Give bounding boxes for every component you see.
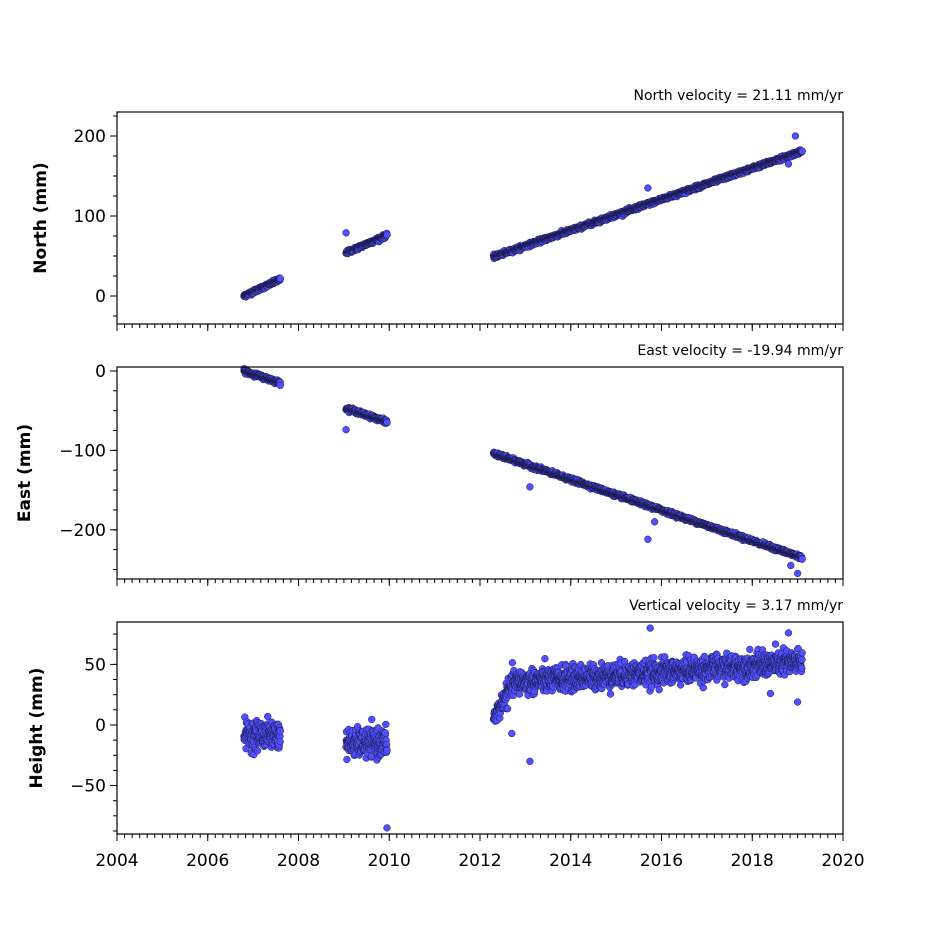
east-ytick-label: −100 <box>59 441 106 461</box>
north-point <box>791 132 800 140</box>
east-point <box>526 483 534 491</box>
height-point <box>368 715 376 724</box>
east-point <box>793 569 802 578</box>
east-point <box>787 561 795 570</box>
height-point <box>264 712 272 721</box>
height-point <box>381 729 390 737</box>
height-point <box>503 705 512 713</box>
height-point <box>276 727 284 735</box>
north-title: North velocity = 21.11 mm/yr <box>633 88 843 104</box>
height-point <box>276 738 284 746</box>
height-point <box>343 755 351 764</box>
north-ytick-label: 0 <box>95 287 106 307</box>
panel-north: North velocity = 21.11 mm/yr 0 100 200 Nor… <box>31 88 844 331</box>
east-ytick-label: 0 <box>95 362 106 382</box>
east-title: East velocity = -19.94 mm/yr <box>637 343 843 359</box>
east-ytick-label: −200 <box>59 521 106 541</box>
east-point <box>342 426 350 434</box>
height-point <box>508 659 517 667</box>
north-ytick-label: 200 <box>74 127 106 147</box>
north-points <box>240 132 806 301</box>
panel-east: East velocity = -19.94 mm/yr 0 −100 −200 E… <box>15 343 844 586</box>
east-point <box>383 418 391 426</box>
east-point <box>644 535 652 543</box>
north-point <box>383 231 391 239</box>
north-ticks: 0 100 200 <box>74 115 844 331</box>
north-ytick-label: 100 <box>74 207 106 227</box>
east-point <box>276 381 284 390</box>
height-point <box>383 746 391 754</box>
east-axes-frame <box>116 366 844 580</box>
north-point <box>784 160 793 168</box>
height-point <box>515 690 524 698</box>
north-axes-frame <box>116 111 844 325</box>
east-ticks: 0 −100 −200 <box>59 362 844 586</box>
east-point <box>798 555 806 563</box>
east-ylabel: East (mm) <box>15 424 35 522</box>
north-point <box>798 147 806 155</box>
north-point <box>276 274 284 283</box>
height-point <box>253 747 262 755</box>
height-title: Vertical velocity = 3.17 mm/yr <box>629 598 843 614</box>
east-points <box>240 365 806 578</box>
north-point <box>644 184 652 192</box>
height-points <box>240 624 806 832</box>
east-point <box>651 518 659 526</box>
height-point <box>541 655 549 663</box>
panel-height: Vertical velocity = 3.17 mm/yr 2004 2006 2… <box>27 598 865 871</box>
north-point <box>342 229 350 237</box>
north-ylabel: North (mm) <box>31 162 51 273</box>
height-point <box>382 720 390 729</box>
